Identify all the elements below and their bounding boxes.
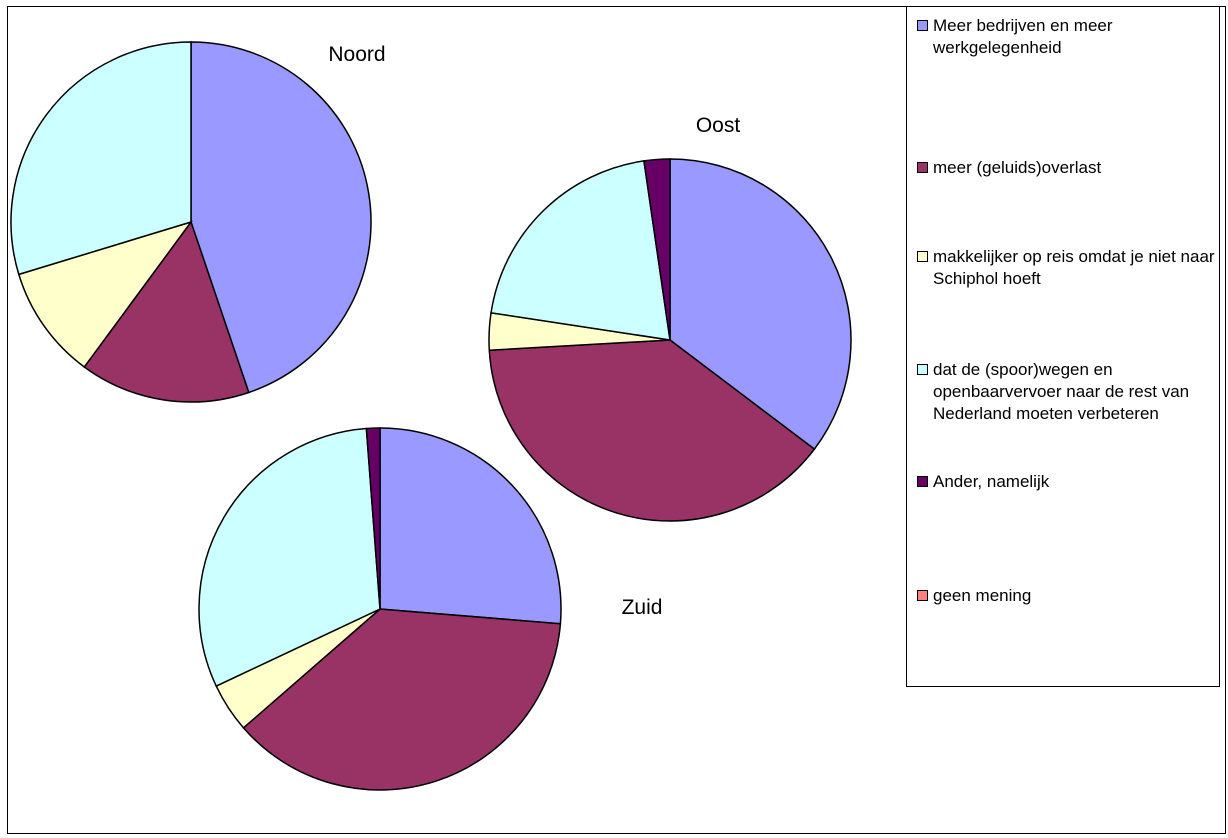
pie-slice-oost-dat-de-spoor-wegen-en-openbaar [490, 160, 671, 341]
pie-chart-oost [488, 158, 852, 522]
pie-slice-zuid-dat-de-spoor-wegen-en-openbaar [198, 427, 381, 688]
legend-swatch [917, 364, 928, 375]
legend-swatch [917, 20, 928, 31]
pie-slice-zuid-ander-namelijk [365, 427, 381, 610]
pie-slice-noord-meer-geluids-overlast [83, 220, 250, 403]
pie-slice-noord-makkelijker-op-reis-omdat-je-n [17, 220, 193, 369]
pie-slice-zuid-meer-bedrijven-en-meer-werkgel [379, 427, 562, 625]
pie-slice-oost-ander-namelijk [643, 158, 671, 341]
legend-label: Ander, namelijk [933, 472, 1050, 491]
legend-item-reis: makkelijker op reis omdat je niet naar S… [917, 246, 1217, 290]
legend-item-bedrijven: Meer bedrijven en meer werkgelegenheid [917, 15, 1217, 59]
pie-slice-noord-dat-de-spoor-wegen-en-openbaar [10, 41, 192, 276]
legend-item-overlast: meer (geluids)overlast [917, 157, 1217, 179]
pie-title-zuid: Zuid [622, 596, 663, 619]
legend-swatch [917, 162, 928, 173]
legend-label: geen mening [933, 586, 1032, 605]
pie-slice-oost-meer-geluids-overlast [488, 339, 816, 522]
legend: Meer bedrijven en meer werkgelegenheid m… [906, 6, 1220, 687]
pie-title-noord: Noord [328, 43, 385, 66]
pie-slice-zuid-meer-geluids-overlast [242, 608, 562, 791]
legend-swatch [917, 590, 928, 601]
legend-swatch [917, 476, 928, 487]
pie-slice-noord-meer-bedrijven-en-meer-werkgel [190, 41, 372, 394]
legend-swatch [917, 251, 928, 262]
pie-chart-noord [10, 41, 372, 403]
pie-chart-zuid [198, 427, 562, 791]
pie-title-oost: Oost [696, 114, 741, 137]
legend-item-spoorwegen: dat de (spoor)wegen en openbaarvervoer n… [917, 359, 1217, 425]
legend-label: Meer bedrijven en meer werkgelegenheid [933, 16, 1113, 57]
legend-label: meer (geluids)overlast [933, 158, 1102, 177]
pie-slice-oost-meer-bedrijven-en-meer-werkgel [669, 158, 852, 451]
legend-label: dat de (spoor)wegen en openbaarvervoer n… [933, 360, 1190, 423]
legend-label: makkelijker op reis omdat je niet naar S… [933, 247, 1215, 288]
legend-item-geen-mening: geen mening [917, 585, 1217, 607]
legend-item-ander: Ander, namelijk [917, 471, 1217, 493]
